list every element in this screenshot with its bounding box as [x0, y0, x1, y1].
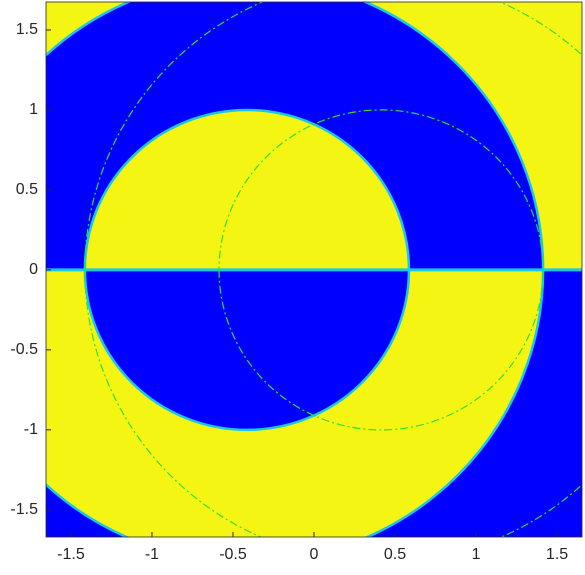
x-tick-label: 0: [310, 546, 319, 563]
y-tick-label: 1: [29, 101, 38, 118]
plot-area: [46, 2, 582, 537]
x-tick-label: -0.5: [219, 546, 247, 563]
y-tick-label: 1.5: [16, 21, 38, 38]
y-tick-label: -1: [24, 421, 38, 438]
y-tick-label: -0.5: [10, 341, 38, 358]
y-tick-label: 0.5: [16, 181, 38, 198]
x-tick-label: -1.5: [57, 546, 85, 563]
x-tick-label: 0.5: [384, 546, 406, 563]
x-tick-label: 1: [472, 546, 481, 563]
lower-region: [46, 269, 582, 537]
dashed-circle: [218, 109, 544, 431]
y-tick-label: -1.5: [10, 501, 38, 518]
x-tick-label: -1: [145, 546, 159, 563]
y-tick-label: 0: [29, 261, 38, 278]
x-tick-label: 1.5: [546, 546, 568, 563]
upper-region: [46, 2, 544, 270]
dashed-circle: [84, 2, 582, 537]
